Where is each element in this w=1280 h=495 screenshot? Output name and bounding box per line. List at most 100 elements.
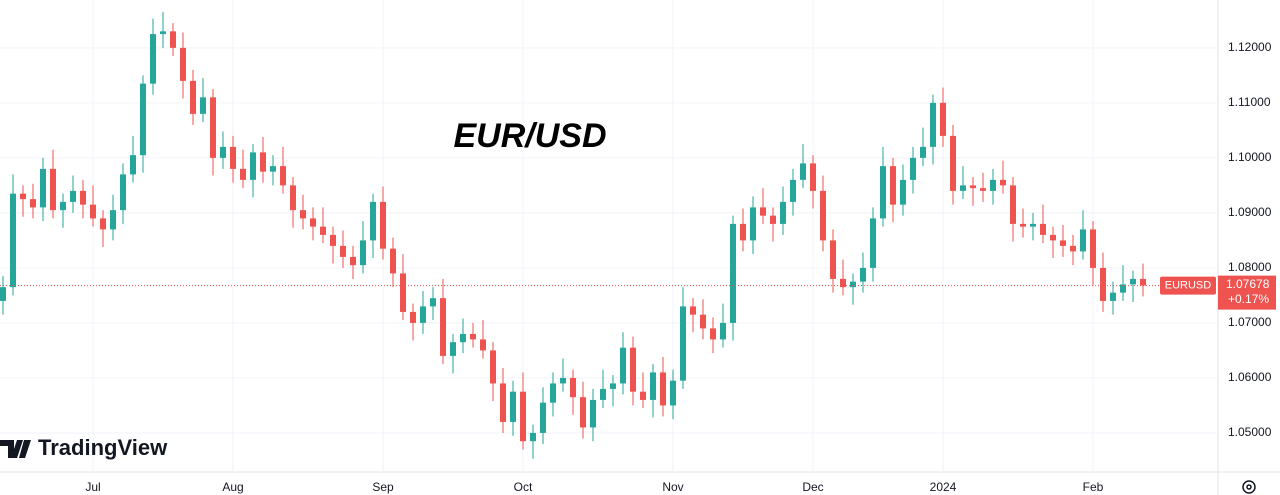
candle-body <box>310 218 316 227</box>
candle-body <box>620 347 626 384</box>
candle-body <box>770 215 776 224</box>
candle-body <box>150 34 156 84</box>
x-tick-label: Nov <box>662 480 683 494</box>
candle-body <box>70 190 76 202</box>
candle-body <box>430 298 436 307</box>
candle-body <box>290 185 296 211</box>
candle-body <box>30 199 36 208</box>
y-tick-label: 1.11000 <box>1228 95 1271 109</box>
candle-body <box>10 193 16 288</box>
candle-body <box>630 347 636 392</box>
candle-body <box>720 322 726 340</box>
candle-body <box>880 166 886 219</box>
candle-body <box>190 80 196 114</box>
candle-body <box>940 102 946 136</box>
x-tick-label: Feb <box>1083 480 1104 494</box>
x-tick-label: 2024 <box>930 480 957 494</box>
gear[interactable] <box>1242 480 1256 494</box>
symbol-box <box>1160 276 1216 295</box>
candle-body <box>1010 185 1016 224</box>
y-tick-label: 1.12000 <box>1228 40 1272 54</box>
candle-body <box>170 31 176 48</box>
candle-body <box>540 402 546 433</box>
candle-body <box>80 190 86 205</box>
candle-body <box>260 152 266 172</box>
candle-body <box>1130 278 1136 285</box>
candle-body <box>1140 278 1146 286</box>
candle-body <box>410 311 416 323</box>
y-tick-label: 1.05000 <box>1228 425 1272 439</box>
candle-body <box>990 179 996 191</box>
candle-body <box>1100 267 1106 301</box>
candle-body <box>710 328 716 340</box>
candle-body <box>660 372 666 406</box>
candle-body <box>320 226 326 235</box>
candle-body <box>730 223 736 323</box>
candle-body <box>500 383 506 422</box>
candle-body <box>470 333 476 340</box>
candle-body <box>840 278 846 288</box>
candle-body <box>60 201 66 211</box>
gear-hub[interactable] <box>1246 484 1252 490</box>
x-tick-label: Dec <box>802 480 823 494</box>
candle-body <box>760 207 766 216</box>
candle-body <box>870 218 876 268</box>
candle-body <box>750 207 756 241</box>
candle-body <box>100 218 106 230</box>
candle-body <box>700 314 706 329</box>
y-tick-label: 1.10000 <box>1228 150 1272 164</box>
candle-body <box>650 372 656 400</box>
candle-body <box>340 245 346 257</box>
change-label: +0.17% <box>1228 292 1269 306</box>
chart-title: EUR/USD <box>453 117 606 155</box>
candle-body <box>1120 284 1126 293</box>
candle-body <box>930 102 936 147</box>
candle-body <box>1060 240 1066 246</box>
candle-body <box>130 155 136 175</box>
candle-body <box>790 179 796 202</box>
candle-body <box>920 146 926 158</box>
candle-body <box>550 383 556 403</box>
candle-body <box>390 248 396 274</box>
candle-body <box>980 188 986 191</box>
candle-body <box>90 204 96 219</box>
symbol-label: EURUSD <box>1165 280 1212 292</box>
x-tick-label: Sep <box>372 480 394 494</box>
candle-body <box>440 298 446 356</box>
price-box <box>1218 275 1276 310</box>
candle-body <box>460 333 466 343</box>
candle-body <box>250 152 256 180</box>
candle-body <box>1030 223 1036 227</box>
settings-icon[interactable] <box>1242 480 1256 494</box>
candle-body <box>640 391 646 400</box>
candle-body <box>20 193 26 200</box>
candle-body <box>160 31 166 35</box>
y-tick-label: 1.08000 <box>1228 260 1272 274</box>
candle-body <box>740 223 746 241</box>
candle-body <box>1050 234 1056 241</box>
candle-body <box>860 267 866 282</box>
candle-body <box>610 383 616 389</box>
candle-body <box>480 339 486 351</box>
candle-body <box>600 388 606 400</box>
candle-body <box>0 287 6 301</box>
candle-body <box>280 166 286 186</box>
candle-body <box>1070 245 1076 252</box>
candle-body <box>50 168 56 211</box>
candle-body <box>490 350 496 384</box>
candle-body <box>830 240 836 279</box>
x-tick-label: Oct <box>514 480 533 494</box>
candle-body <box>910 157 916 180</box>
y-tick-label: 1.07000 <box>1228 315 1272 329</box>
candle-body <box>200 97 206 114</box>
candle-body <box>220 146 226 158</box>
candle-body <box>690 306 696 315</box>
candle-body <box>570 377 576 398</box>
candle-body <box>960 185 966 191</box>
logo-icon <box>0 440 31 458</box>
candle-body <box>520 391 526 442</box>
candle-body <box>230 146 236 169</box>
